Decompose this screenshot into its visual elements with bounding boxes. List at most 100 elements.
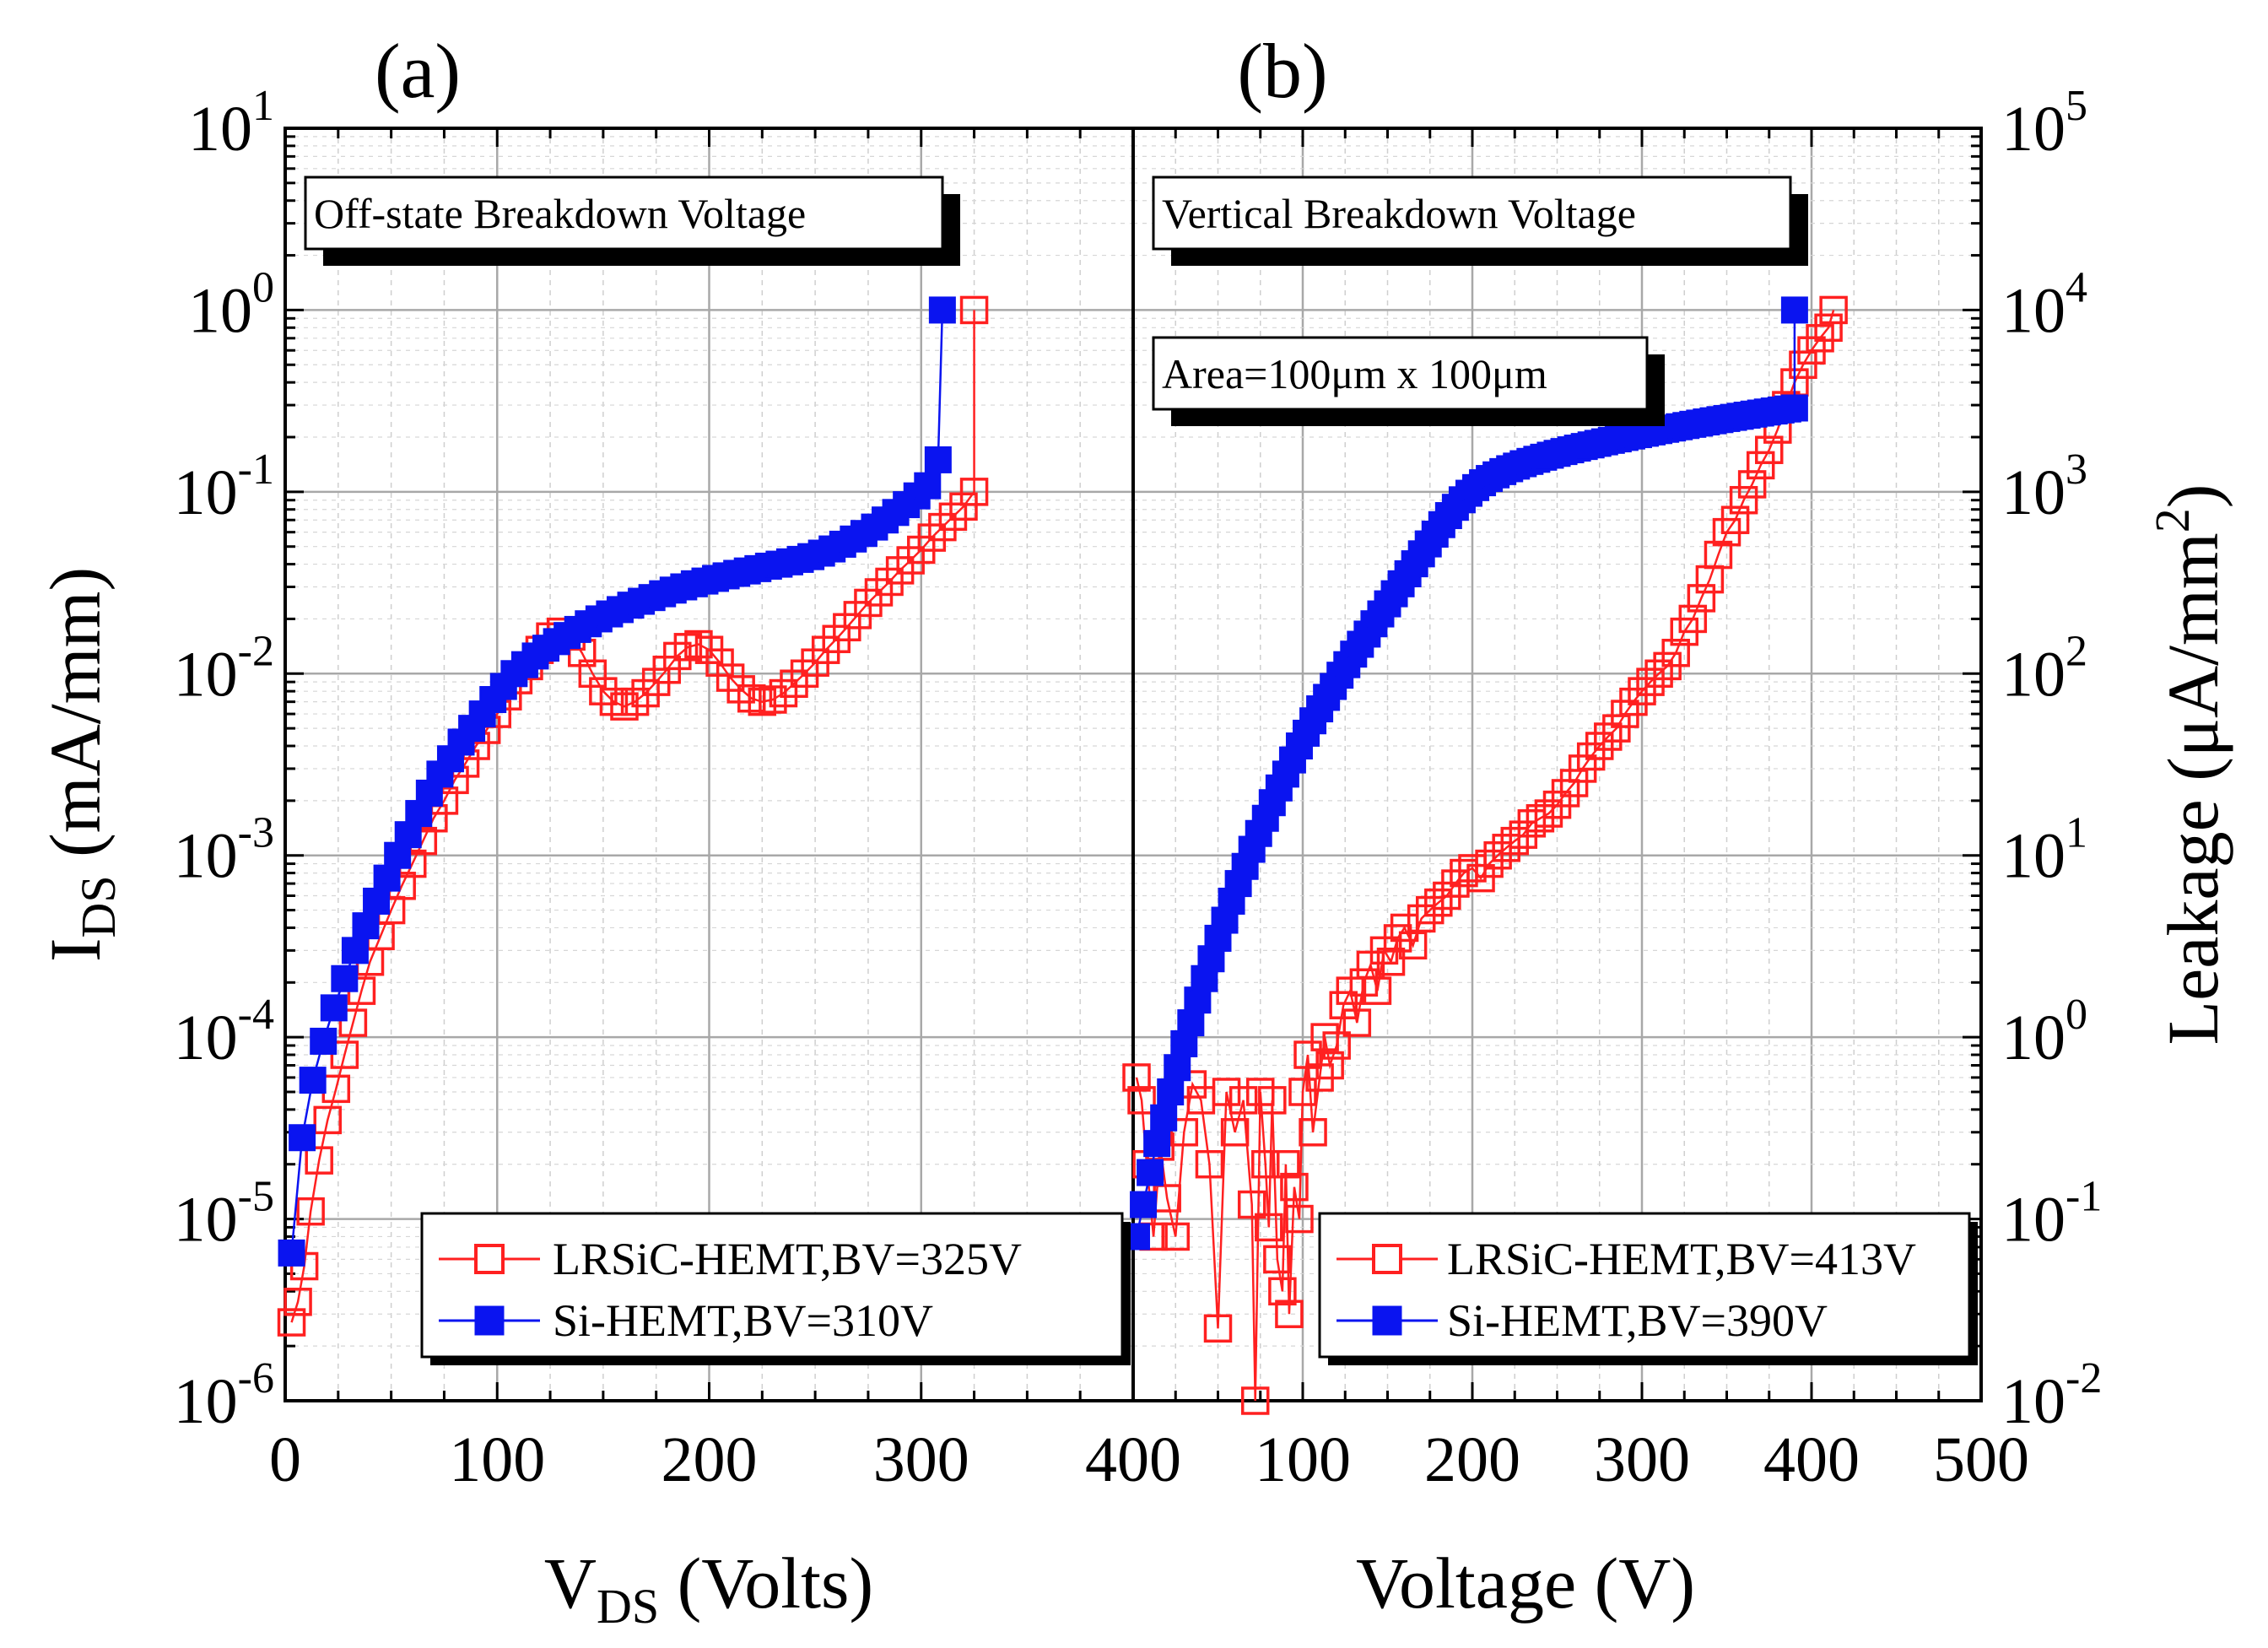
data-point [1500, 826, 1529, 856]
data-point [289, 1124, 316, 1152]
data-point [914, 472, 942, 500]
data-point [1585, 732, 1614, 760]
x-tick-label: 300 [1594, 1424, 1690, 1495]
data-point [1390, 913, 1419, 943]
y-tick-label-right: 10-1 [2001, 1173, 2102, 1256]
data-point [1704, 540, 1733, 570]
data-point [338, 1008, 368, 1037]
series-line [290, 310, 975, 1323]
data-point [305, 1146, 333, 1175]
data-point [1228, 1086, 1258, 1115]
data-point [313, 1105, 342, 1135]
panel-a-series [277, 295, 989, 1337]
data-point [1729, 485, 1758, 515]
data-point [1315, 1051, 1344, 1080]
panel-a-legend: LRSiC-HEMT,BV=325V Si-HEMT,BV=310V [420, 1212, 1131, 1365]
data-point [1814, 313, 1843, 343]
panel-b-y-axis-title: Leakage (μA/mm2) [2145, 484, 2233, 1046]
series-b-si [1123, 296, 1808, 1251]
panel-b-series [1122, 295, 1848, 1415]
data-point [928, 296, 956, 324]
svg-text:Area=100μm x 100μm: Area=100μm x 100μm [1162, 350, 1547, 397]
y-tick-label-left: 100 [188, 263, 274, 346]
data-point [1780, 296, 1808, 324]
data-point [896, 546, 925, 575]
data-point [1275, 1299, 1304, 1328]
data-point [320, 994, 348, 1022]
data-point [1602, 714, 1631, 743]
data-point [759, 685, 787, 714]
data-point [352, 912, 380, 940]
panel-a-annotation: Off-state Breakdown Voltage [304, 176, 960, 266]
data-point [737, 684, 766, 713]
data-point [363, 887, 391, 915]
data-point [1263, 1245, 1292, 1274]
y-tick-label-right: 103 [2001, 446, 2087, 528]
panel-b-grid [1133, 128, 1981, 1401]
data-point [928, 512, 957, 542]
data-point [1143, 1130, 1171, 1158]
data-point [1576, 742, 1606, 771]
x-tick-label: 300 [873, 1424, 969, 1495]
data-point [1376, 947, 1406, 976]
data-point [1619, 687, 1648, 716]
data-point [1746, 451, 1775, 480]
data-point [1127, 1086, 1156, 1115]
data-point [1755, 435, 1784, 464]
data-point [1483, 840, 1512, 870]
data-point [938, 502, 968, 532]
data-point [296, 1197, 325, 1226]
data-point [1661, 638, 1690, 667]
y-tick-label-right: 102 [2001, 627, 2087, 710]
data-point [1475, 849, 1504, 878]
data-point [1407, 904, 1436, 933]
data-point [1678, 604, 1708, 634]
y-tick-label-left: 101 [188, 82, 274, 165]
x-tick-label: 200 [1424, 1424, 1520, 1495]
legend-marker-lrsic-b [1372, 1244, 1402, 1274]
data-point [780, 669, 808, 698]
y-tick-label-right: 100 [2001, 991, 2087, 1073]
y-tick-label-left: 10-5 [174, 1173, 274, 1256]
x-tick-label: 100 [449, 1424, 545, 1495]
data-point [1534, 799, 1563, 828]
legend-label-si: Si-HEMT,BV=310V [553, 1295, 933, 1346]
data-point [1237, 1190, 1266, 1219]
data-point [885, 556, 915, 585]
panel-b-frame [1131, 127, 1983, 1402]
data-point [1559, 769, 1589, 797]
y-tick-label-left: 10-1 [174, 446, 274, 528]
data-point [959, 295, 989, 325]
data-point [373, 864, 401, 892]
data-point [1737, 470, 1767, 499]
series-a-si [278, 296, 956, 1267]
data-point [769, 678, 798, 708]
data-point [589, 677, 618, 705]
data-point [1212, 1078, 1241, 1106]
legend-marker-si [474, 1305, 505, 1336]
data-point [277, 1308, 306, 1337]
series-line [1135, 310, 1796, 1237]
data-point [684, 629, 713, 659]
x-tick-label: 500 [1933, 1424, 2029, 1495]
data-point [811, 635, 840, 664]
x-tick-label: 100 [1255, 1424, 1351, 1495]
data-point [1517, 809, 1547, 838]
data-point [341, 937, 369, 964]
x-tick-label: 400 [1763, 1424, 1860, 1495]
panel-a-label: (a) [375, 28, 461, 114]
panel-b-x-axis-title: Voltage (V) [1356, 1543, 1695, 1624]
x-tick-label: 400 [1085, 1424, 1181, 1495]
data-point [1383, 924, 1412, 953]
data-point [1251, 1149, 1280, 1179]
y-tick-label-right: 104 [2001, 263, 2087, 346]
data-point [1255, 1213, 1283, 1242]
data-point [1342, 1008, 1372, 1037]
data-point [620, 687, 650, 716]
y-tick-label-left: 10-4 [174, 991, 274, 1073]
data-point [1169, 1118, 1199, 1147]
data-point [1466, 863, 1495, 893]
data-point [1157, 1078, 1185, 1105]
data-point [949, 492, 978, 521]
panel-b-area-annotation: Area=100μm x 100μm [1152, 336, 1665, 426]
